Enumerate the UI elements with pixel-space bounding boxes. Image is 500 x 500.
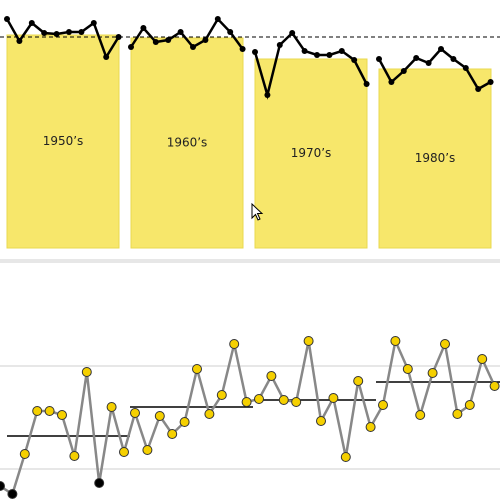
cursor <box>251 202 264 221</box>
data-point <box>402 364 413 374</box>
trend-point <box>413 55 420 61</box>
data-point <box>440 339 450 349</box>
trend-point <box>239 46 246 52</box>
data-point <box>94 478 105 488</box>
trend-point <box>462 65 469 71</box>
bar <box>6 34 120 249</box>
trend-point <box>165 37 172 43</box>
data-point <box>241 397 252 407</box>
data-point <box>477 354 488 364</box>
data-point <box>119 447 129 457</box>
trend-point <box>326 52 333 58</box>
trend-point <box>53 31 60 37</box>
trend-point <box>338 48 345 54</box>
trend-point <box>264 92 271 98</box>
trend-point <box>190 44 196 50</box>
trend-line <box>377 47 492 91</box>
data-point <box>192 364 202 374</box>
trend-point <box>425 60 432 66</box>
data-point <box>44 406 55 416</box>
data-point <box>179 417 190 427</box>
trend-line <box>253 31 368 100</box>
data-point <box>303 336 314 346</box>
trend-point <box>400 68 407 74</box>
data-point <box>254 394 264 404</box>
trend-point <box>487 79 494 85</box>
data-point <box>266 371 277 381</box>
bar <box>254 58 368 249</box>
trend-point <box>376 56 382 62</box>
trend-point <box>276 42 283 48</box>
trend-point <box>4 16 10 22</box>
data-point <box>81 367 92 377</box>
bar <box>130 37 244 249</box>
trend-line <box>5 18 120 60</box>
bar-label: 1970’s <box>291 146 332 160</box>
data-point <box>489 381 500 391</box>
trend-point <box>140 25 147 31</box>
data-point <box>19 449 30 459</box>
data-point <box>464 400 475 410</box>
data-point <box>154 411 165 421</box>
trend-point <box>227 29 234 35</box>
trend-point <box>388 79 395 85</box>
data-point <box>390 336 401 346</box>
trend-point <box>438 46 444 52</box>
trend-point <box>90 20 97 26</box>
trend-point <box>450 56 457 62</box>
trend-point <box>103 54 110 60</box>
trend-point <box>66 29 72 35</box>
trend-point <box>28 20 35 26</box>
data-point <box>353 376 364 386</box>
data-point <box>340 452 351 462</box>
trend-point <box>363 81 370 87</box>
bar <box>378 68 492 249</box>
trend-point <box>152 39 159 45</box>
data-point <box>278 395 289 405</box>
data-point <box>378 400 388 410</box>
data-point <box>69 451 80 461</box>
trend-point <box>214 16 221 22</box>
trend-point <box>252 49 258 55</box>
bar-label: 1960’s <box>167 136 208 150</box>
trend-line <box>129 16 244 50</box>
data-point <box>291 397 302 407</box>
trend-point <box>202 37 209 43</box>
data-point <box>167 429 178 439</box>
trend-point <box>41 30 48 36</box>
data-point <box>204 409 215 419</box>
trend-point <box>177 29 184 35</box>
bar-label: 1950’s <box>43 134 84 148</box>
trend-point <box>351 57 358 63</box>
data-point <box>32 406 43 416</box>
trend-point <box>78 29 85 35</box>
data-point <box>57 410 67 420</box>
data-point <box>365 422 376 432</box>
data-point <box>229 339 240 349</box>
trend-point <box>115 34 122 40</box>
data-point <box>452 409 463 419</box>
data-point <box>316 416 326 426</box>
data-point <box>130 408 140 418</box>
data-point <box>328 393 339 403</box>
data-point <box>427 368 438 378</box>
bar-label: 1980’s <box>415 151 456 165</box>
trend-point <box>289 30 296 36</box>
data-point <box>0 481 5 491</box>
data-point <box>142 445 153 455</box>
trend-point <box>128 44 134 50</box>
data-point <box>7 489 18 499</box>
trend-point <box>16 38 23 44</box>
trend-point <box>475 86 482 92</box>
trend-point <box>301 48 308 54</box>
trend-point <box>314 52 320 58</box>
data-point <box>415 410 426 420</box>
data-point <box>216 390 227 400</box>
data-point <box>106 402 117 412</box>
